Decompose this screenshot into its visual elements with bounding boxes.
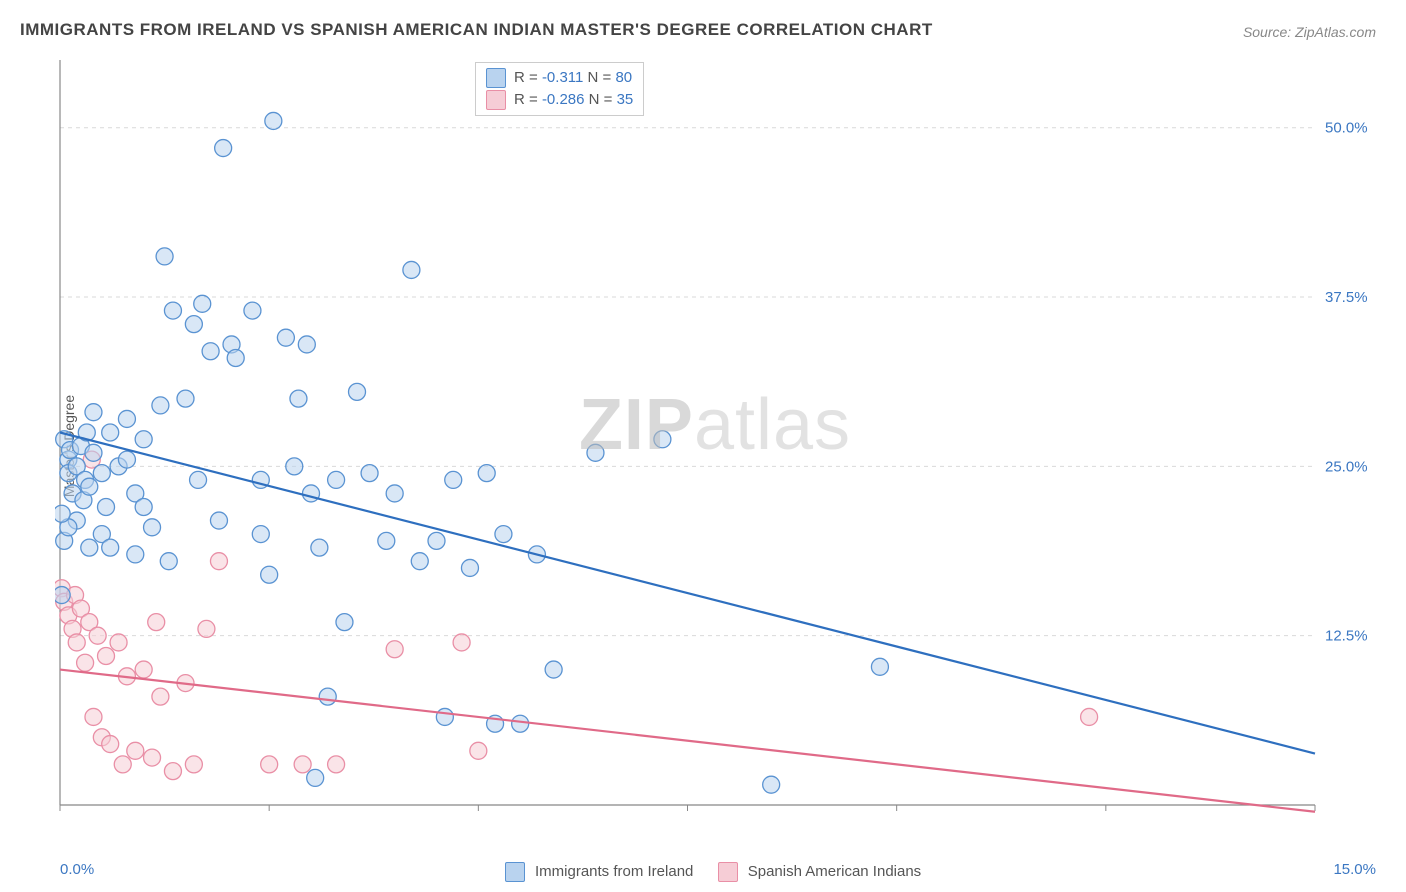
correlation-stats-box: R = -0.311 N = 80R = -0.286 N = 35 <box>475 62 644 116</box>
legend-swatch-a <box>505 862 525 882</box>
svg-text:12.5%: 12.5% <box>1325 628 1368 645</box>
legend-label-a: Immigrants from Ireland <box>535 863 693 880</box>
svg-text:37.5%: 37.5% <box>1325 289 1368 306</box>
x-axis-min-label: 0.0% <box>60 861 94 878</box>
plot-area: 12.5%25.0%37.5%50.0% ZIPatlas <box>55 55 1375 825</box>
legend-label-b: Spanish American Indians <box>748 863 921 880</box>
chart-container: { "title": "IMMIGRANTS FROM IRELAND VS S… <box>0 0 1406 892</box>
svg-text:25.0%: 25.0% <box>1325 458 1368 475</box>
source-attribution: Source: ZipAtlas.com <box>1243 24 1376 40</box>
legend-swatch-b <box>718 862 738 882</box>
scatter-svg: 12.5% 25.0% 37.5% 50.0% <box>55 55 1375 825</box>
x-axis-max-label: 15.0% <box>1333 861 1376 878</box>
svg-text:50.0%: 50.0% <box>1325 120 1368 137</box>
legend: Immigrants from Ireland Spanish American… <box>0 862 1406 882</box>
chart-title: IMMIGRANTS FROM IRELAND VS SPANISH AMERI… <box>20 20 933 40</box>
